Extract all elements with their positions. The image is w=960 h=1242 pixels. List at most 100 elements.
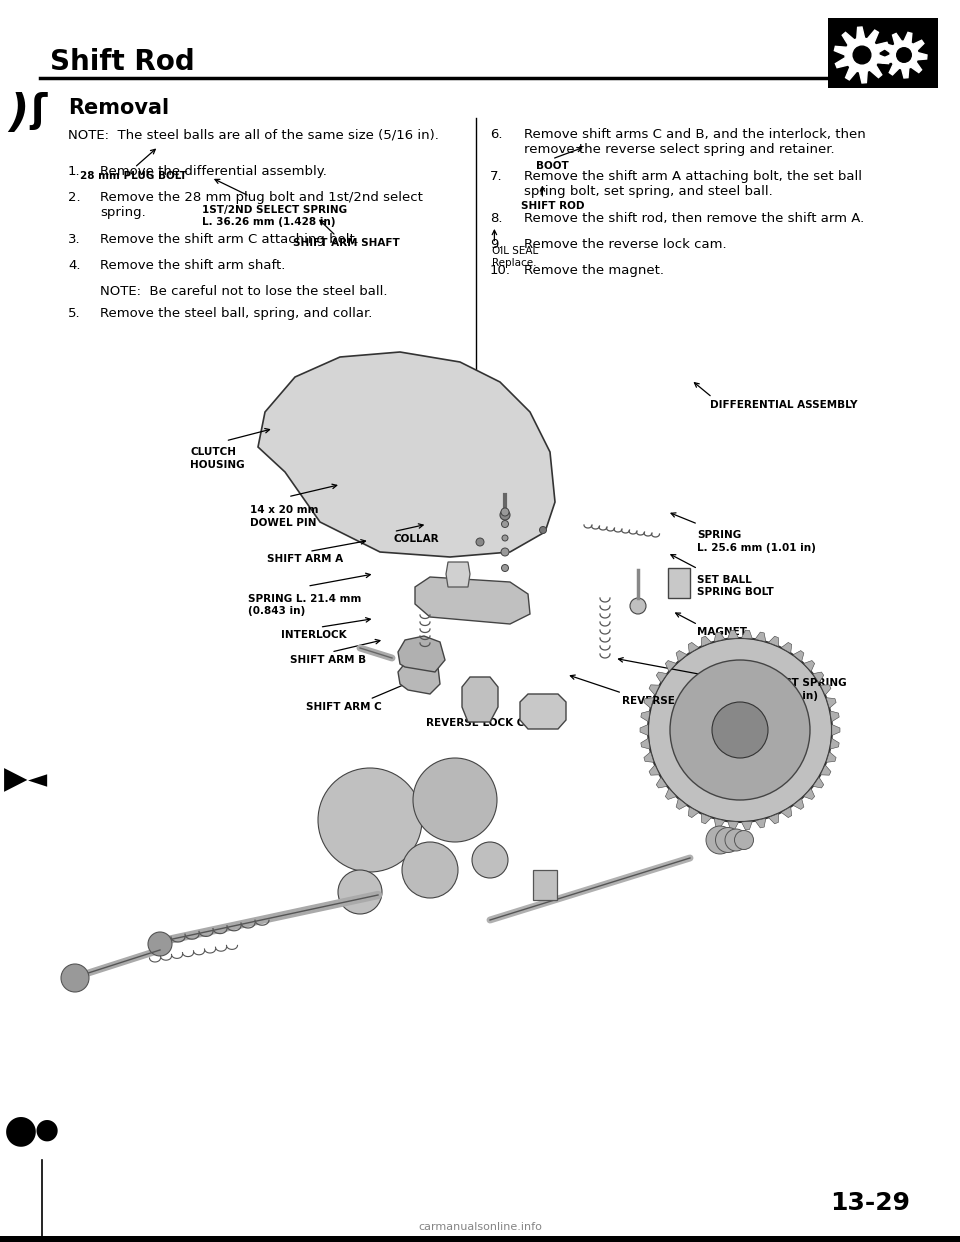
Text: MAGNET: MAGNET bbox=[697, 627, 747, 637]
Polygon shape bbox=[830, 738, 839, 749]
Circle shape bbox=[725, 828, 747, 851]
Text: DIFFERENTIAL ASSEMBLY: DIFFERENTIAL ASSEMBLY bbox=[710, 400, 858, 410]
Text: ʃ: ʃ bbox=[30, 92, 46, 130]
Text: Shift Rod: Shift Rod bbox=[50, 48, 195, 76]
Text: Removal: Removal bbox=[68, 98, 169, 118]
Text: ): ) bbox=[8, 92, 29, 135]
Text: Remove the shift rod, then remove the shift arm A.: Remove the shift rod, then remove the sh… bbox=[524, 212, 864, 225]
Circle shape bbox=[648, 638, 832, 822]
Circle shape bbox=[501, 565, 509, 571]
Polygon shape bbox=[688, 807, 699, 817]
Text: 1ST/2ND SELECT SPRING
L. 36.26 mm (1.428 in): 1ST/2ND SELECT SPRING L. 36.26 mm (1.428… bbox=[202, 205, 347, 227]
Polygon shape bbox=[644, 698, 654, 708]
Polygon shape bbox=[728, 630, 738, 638]
Polygon shape bbox=[657, 672, 667, 683]
Polygon shape bbox=[702, 814, 711, 823]
Text: Remove the shift arm shaft.: Remove the shift arm shaft. bbox=[100, 260, 285, 272]
Polygon shape bbox=[641, 710, 650, 722]
Text: SHIFT ROD: SHIFT ROD bbox=[521, 201, 585, 211]
Polygon shape bbox=[641, 738, 650, 749]
Polygon shape bbox=[415, 578, 530, 623]
Polygon shape bbox=[804, 661, 815, 672]
Text: REVERSE SELECT RETAINER: REVERSE SELECT RETAINER bbox=[622, 696, 782, 705]
Text: 6.: 6. bbox=[490, 128, 502, 142]
Polygon shape bbox=[657, 777, 667, 787]
Text: SHIFT ARM SHAFT: SHIFT ARM SHAFT bbox=[293, 238, 399, 248]
Polygon shape bbox=[258, 351, 555, 556]
Text: 7.: 7. bbox=[490, 170, 503, 183]
Text: ●: ● bbox=[34, 1117, 59, 1144]
Polygon shape bbox=[804, 789, 815, 800]
Polygon shape bbox=[714, 818, 725, 828]
Text: INTERLOCK: INTERLOCK bbox=[281, 630, 347, 640]
Text: CLUTCH
HOUSING: CLUTCH HOUSING bbox=[190, 447, 245, 469]
Polygon shape bbox=[714, 632, 725, 642]
Text: 9.: 9. bbox=[490, 238, 502, 251]
Polygon shape bbox=[813, 672, 824, 683]
Text: NOTE:  Be careful not to lose the steel ball.: NOTE: Be careful not to lose the steel b… bbox=[100, 284, 388, 298]
Text: REVERSE LOCK CAM: REVERSE LOCK CAM bbox=[426, 718, 543, 729]
Polygon shape bbox=[702, 636, 711, 647]
Polygon shape bbox=[649, 765, 660, 775]
Circle shape bbox=[712, 702, 768, 758]
Circle shape bbox=[61, 964, 89, 992]
Circle shape bbox=[148, 932, 172, 956]
Polygon shape bbox=[793, 799, 804, 810]
Polygon shape bbox=[640, 724, 648, 735]
FancyBboxPatch shape bbox=[533, 869, 557, 900]
Circle shape bbox=[734, 831, 754, 850]
Text: COLLAR: COLLAR bbox=[394, 534, 440, 544]
Polygon shape bbox=[756, 632, 766, 642]
Polygon shape bbox=[821, 765, 831, 775]
Text: BOOT: BOOT bbox=[536, 161, 568, 171]
Polygon shape bbox=[741, 630, 753, 638]
Circle shape bbox=[472, 842, 508, 878]
Text: NOTE:  The steel balls are all of the same size (5/16 in).: NOTE: The steel balls are all of the sam… bbox=[68, 128, 439, 142]
Text: 5.: 5. bbox=[68, 307, 81, 320]
Polygon shape bbox=[827, 751, 836, 763]
Circle shape bbox=[500, 510, 510, 520]
Text: SHIFT ARM C: SHIFT ARM C bbox=[306, 702, 381, 712]
Polygon shape bbox=[398, 660, 440, 694]
Text: carmanualsonline.info: carmanualsonline.info bbox=[418, 1222, 542, 1232]
Polygon shape bbox=[688, 642, 699, 653]
Circle shape bbox=[501, 508, 509, 515]
Circle shape bbox=[706, 826, 734, 854]
Polygon shape bbox=[827, 698, 836, 708]
Text: 2.: 2. bbox=[68, 191, 81, 204]
Polygon shape bbox=[793, 651, 804, 662]
Circle shape bbox=[540, 527, 546, 534]
Polygon shape bbox=[881, 32, 927, 78]
Circle shape bbox=[476, 538, 484, 546]
Polygon shape bbox=[768, 814, 779, 823]
Text: SHIFT ARM A: SHIFT ARM A bbox=[267, 554, 343, 564]
FancyBboxPatch shape bbox=[668, 568, 690, 597]
Polygon shape bbox=[644, 751, 654, 763]
Polygon shape bbox=[446, 561, 470, 587]
Circle shape bbox=[853, 46, 871, 63]
Text: SPRING
L. 25.6 mm (1.01 in): SPRING L. 25.6 mm (1.01 in) bbox=[697, 530, 816, 553]
Text: 3.: 3. bbox=[68, 233, 81, 246]
Circle shape bbox=[502, 535, 508, 542]
Text: 10.: 10. bbox=[490, 265, 511, 277]
Circle shape bbox=[318, 768, 422, 872]
Polygon shape bbox=[676, 651, 687, 662]
Circle shape bbox=[501, 548, 509, 556]
Polygon shape bbox=[665, 661, 677, 672]
Text: 8.: 8. bbox=[490, 212, 502, 225]
Polygon shape bbox=[756, 818, 766, 828]
Text: ●: ● bbox=[4, 1112, 37, 1149]
Circle shape bbox=[402, 842, 458, 898]
Text: ▶: ▶ bbox=[4, 765, 28, 795]
Text: SPRING L. 21.4 mm
(0.843 in): SPRING L. 21.4 mm (0.843 in) bbox=[248, 594, 361, 616]
Circle shape bbox=[715, 827, 740, 852]
Text: Remove the shift arm C attaching bolt.: Remove the shift arm C attaching bolt. bbox=[100, 233, 359, 246]
Polygon shape bbox=[834, 27, 890, 83]
Text: 14 x 20 mm
DOWEL PIN: 14 x 20 mm DOWEL PIN bbox=[250, 505, 318, 528]
Text: ◄: ◄ bbox=[28, 768, 47, 792]
Polygon shape bbox=[821, 684, 831, 696]
Text: REVERSE SELECT SPRING
L. 63.4 mm (2.50 in): REVERSE SELECT SPRING L. 63.4 mm (2.50 i… bbox=[699, 678, 847, 700]
Polygon shape bbox=[768, 636, 779, 647]
Polygon shape bbox=[831, 724, 840, 735]
FancyBboxPatch shape bbox=[0, 1236, 960, 1242]
